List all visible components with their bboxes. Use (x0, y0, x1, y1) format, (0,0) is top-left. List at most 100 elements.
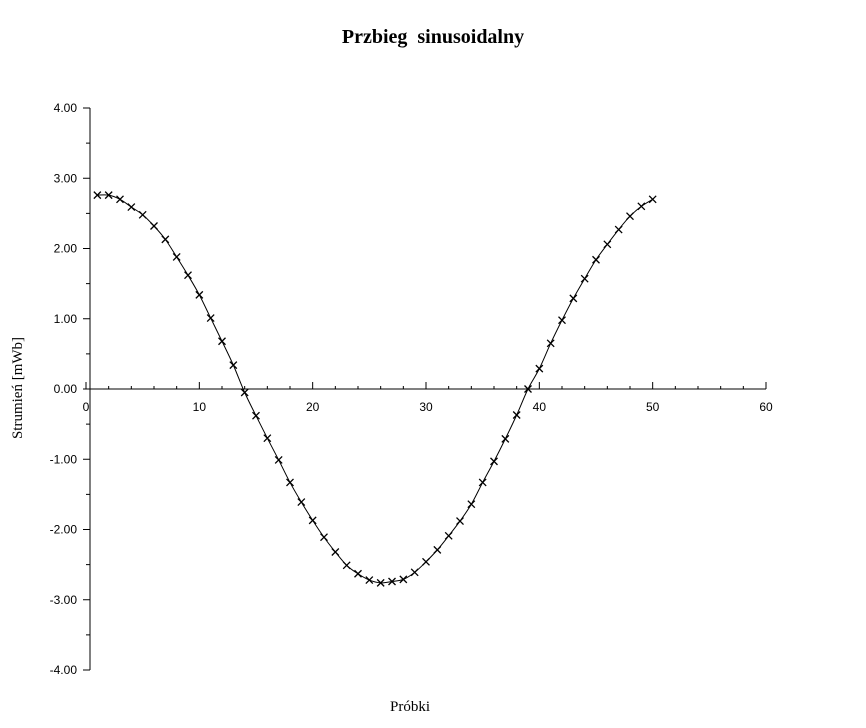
marker-stroke (433, 545, 442, 554)
data-point-marker (626, 212, 634, 221)
marker-stroke (150, 222, 158, 230)
data-point-marker (297, 498, 306, 507)
marker-stroke (240, 388, 249, 397)
marker-stroke (252, 411, 260, 420)
marker-stroke (354, 569, 362, 578)
x-tick-label: 60 (759, 400, 773, 414)
data-point-marker (331, 548, 340, 556)
data-point-marker (524, 385, 532, 393)
marker-stroke (569, 294, 578, 303)
data-point-marker (569, 294, 578, 303)
marker-stroke (184, 271, 192, 280)
data-point-marker (399, 575, 408, 584)
y-tick-label: 3.00 (54, 171, 78, 185)
data-point-marker (546, 339, 555, 348)
marker-stroke (320, 533, 328, 542)
data-point-marker (603, 240, 612, 249)
data-point-marker (320, 533, 328, 542)
marker-stroke (558, 316, 566, 325)
y-tick-label: -3.00 (50, 593, 78, 607)
data-point-marker (365, 576, 374, 585)
marker-stroke (410, 568, 419, 577)
data-point-marker (184, 271, 192, 280)
data-point-marker (648, 195, 657, 204)
data-point-marker (263, 434, 272, 443)
data-point-marker (433, 545, 442, 554)
marker-stroke (263, 434, 272, 443)
series-group (93, 191, 657, 587)
data-point-marker (229, 361, 238, 370)
x-axis-label: Próbki (390, 699, 430, 715)
marker-stroke (524, 385, 532, 393)
y-tick-label: -2.00 (50, 523, 78, 537)
marker-stroke (331, 548, 340, 556)
marker-stroke (93, 191, 102, 200)
x-tick-label: 50 (646, 400, 660, 414)
data-point-marker (252, 411, 260, 420)
data-point-marker (558, 316, 566, 325)
data-point-marker (240, 388, 249, 397)
y-tick-label: 2.00 (54, 242, 78, 256)
data-point-marker (444, 531, 453, 540)
x-tick-label: 0 (83, 400, 90, 414)
marker-stroke (127, 203, 136, 212)
marker-stroke (161, 235, 170, 244)
data-point-marker (614, 225, 623, 234)
data-point-marker (116, 195, 124, 204)
data-point-marker (535, 364, 544, 373)
marker-stroke (444, 531, 453, 540)
marker-stroke (297, 498, 306, 507)
data-point-marker (93, 191, 102, 200)
data-point-marker (376, 578, 385, 587)
marker-stroke (104, 191, 113, 200)
data-point-marker (501, 434, 510, 443)
marker-stroke (195, 290, 204, 299)
marker-stroke (308, 516, 317, 525)
y-axis-label: Strumień [mWb] (10, 337, 26, 439)
data-point-marker (161, 235, 170, 244)
y-tick-label: 4.00 (54, 101, 78, 115)
marker-stroke (274, 455, 283, 464)
marker-stroke (286, 478, 294, 487)
y-tick-label: 1.00 (54, 312, 78, 326)
marker-stroke (490, 457, 498, 466)
x-tick-label: 30 (419, 400, 433, 414)
marker-stroke (592, 255, 600, 264)
marker-stroke (422, 557, 430, 566)
data-point-marker (138, 210, 147, 219)
marker-stroke (116, 195, 124, 204)
marker-stroke (342, 561, 351, 570)
chart-title: Przbieg sinusoidalny (341, 26, 525, 48)
marker-stroke (388, 577, 396, 586)
data-point-marker (206, 314, 215, 323)
y-tick-label: -4.00 (50, 663, 78, 677)
marker-stroke (467, 500, 476, 509)
data-point-marker (127, 203, 136, 212)
data-point-marker (104, 191, 113, 200)
marker-stroke (365, 576, 374, 585)
data-point-marker (410, 568, 419, 577)
x-axis: 0 10 20 30 40 50 60 (83, 382, 773, 414)
y-axis: 4.00 3.00 2.00 1.00 0.00 -1.00 -2.00 -3.00 -4.00 (50, 101, 91, 677)
data-point-marker (286, 478, 294, 487)
marker-stroke (478, 478, 487, 487)
data-point-marker (467, 500, 476, 509)
marker-stroke (138, 210, 147, 219)
data-point-marker (456, 517, 464, 526)
data-point-marker (308, 516, 317, 525)
y-tick-label: 0.00 (54, 382, 78, 396)
marker-stroke (218, 337, 226, 346)
marker-stroke (626, 212, 634, 221)
data-point-marker (172, 252, 181, 261)
marker-stroke (229, 361, 238, 370)
y-tick-label: -1.00 (50, 452, 78, 466)
marker-stroke (376, 578, 385, 587)
data-point-marker (218, 337, 226, 346)
marker-stroke (603, 240, 612, 249)
data-point-marker (478, 478, 487, 487)
marker-stroke (501, 434, 510, 443)
marker-stroke (614, 225, 623, 234)
marker-stroke (456, 517, 464, 526)
marker-stroke (399, 575, 408, 584)
